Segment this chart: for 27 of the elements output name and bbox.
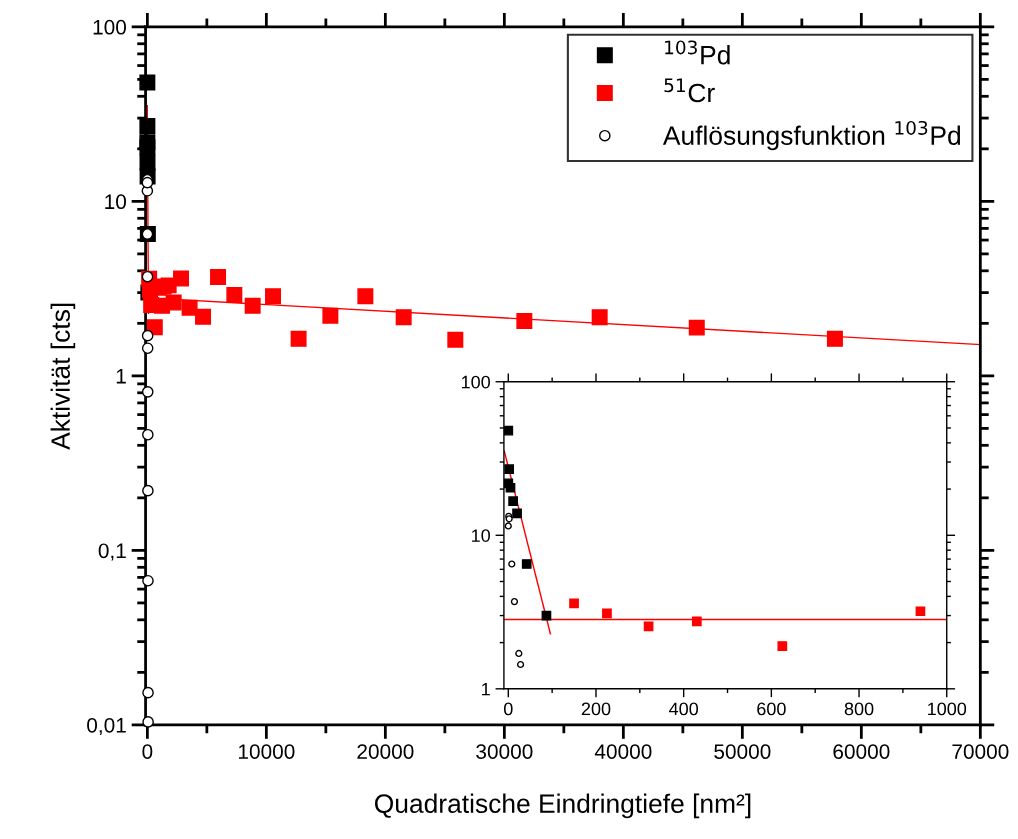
x-tick-label: 40000 bbox=[594, 744, 652, 759]
y-tick-label: 0,01 bbox=[87, 717, 126, 736]
x-axis-title: Quadratische Eindringtiefe [nm²] bbox=[375, 793, 751, 819]
x-tick-label: 0 bbox=[503, 702, 513, 716]
x-tick-label: 60000 bbox=[833, 744, 890, 759]
legend-label: $^{51}$Cr bbox=[664, 78, 715, 103]
y-tick-label: 10 bbox=[105, 194, 127, 210]
x-tick-label: 20000 bbox=[357, 744, 414, 759]
y-tick-label: 100 bbox=[461, 375, 491, 389]
x-tick-label: 1000 bbox=[928, 702, 967, 716]
x-tick-label: 800 bbox=[844, 702, 874, 716]
y-tick-label: 10 bbox=[472, 529, 491, 542]
y-tick-label: 1 bbox=[116, 369, 126, 384]
y-axis-title: Aktivität [cts] bbox=[50, 303, 76, 450]
x-tick-label: 600 bbox=[757, 702, 786, 716]
x-tick-label: 70000 bbox=[952, 744, 1009, 759]
y-tick-label: 1 bbox=[482, 682, 490, 696]
x-tick-label: 200 bbox=[581, 702, 611, 716]
y-tick-label: 100 bbox=[93, 19, 127, 35]
x-tick-label: 10000 bbox=[238, 744, 295, 759]
x-tick-label: 400 bbox=[669, 702, 699, 716]
legend-label: $^{103}$Pd bbox=[665, 40, 730, 65]
y-tick-label: 0,1 bbox=[98, 543, 126, 561]
x-tick-label: 50000 bbox=[714, 744, 771, 759]
x-tick-label: 30000 bbox=[476, 744, 533, 759]
x-tick-label: 0 bbox=[142, 744, 153, 759]
legend-label: Auflösungsfunktion $^{103}$Pd bbox=[662, 120, 961, 151]
